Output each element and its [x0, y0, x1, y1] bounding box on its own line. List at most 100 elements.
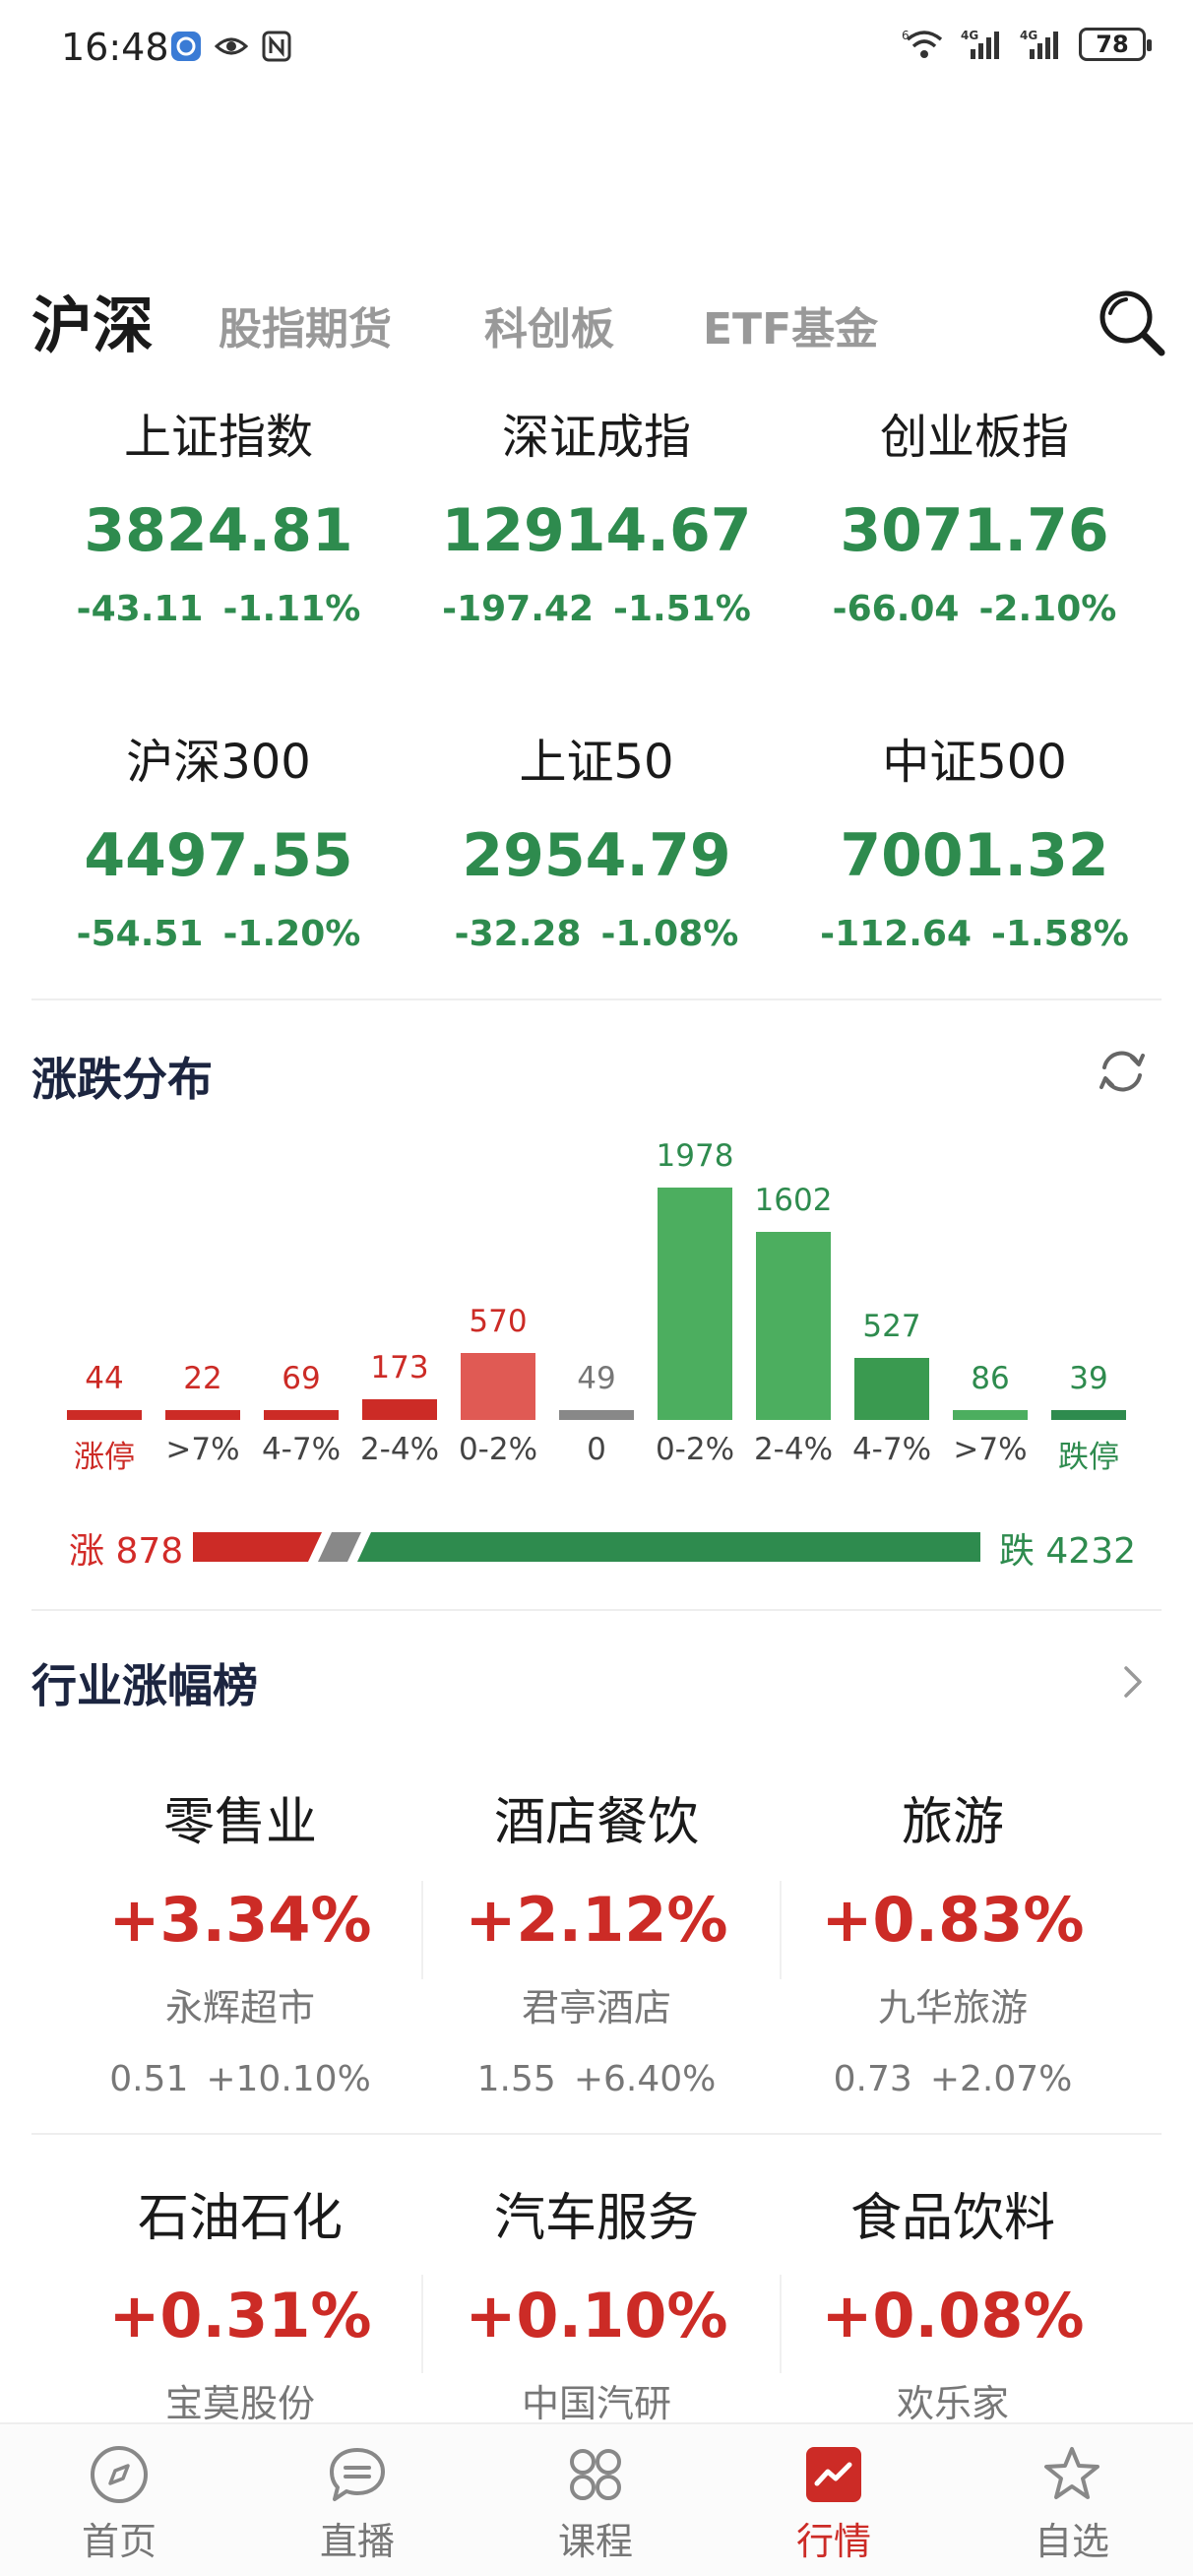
industry-name: 旅游	[901, 1793, 1004, 1852]
eye-icon	[215, 37, 248, 55]
ratio-bar-down	[357, 1532, 980, 1562]
search-icon[interactable]	[1095, 286, 1167, 358]
index-change-points: -197.42	[442, 589, 595, 629]
industry-card[interactable]: 石油石化 +0.31% 宝莫股份	[61, 2176, 419, 2427]
battery-level: 78	[1096, 31, 1129, 58]
industry-pct: +0.10%	[465, 2280, 728, 2351]
index-card[interactable]: 创业板指 3071.76 -66.04 -2.10%	[776, 398, 1173, 629]
distribution-bar-value: 1978	[656, 1138, 734, 1174]
divider	[31, 2133, 1162, 2135]
leading-stock: 宝莫股份	[164, 2382, 315, 2425]
distribution-category-label: 跌停	[1058, 1440, 1119, 1475]
industry-card[interactable]: 酒店餐饮 +2.12% 君亭酒店 1.55 +6.40%	[417, 1780, 776, 2099]
industry-pct: +0.31%	[108, 2280, 372, 2351]
nav-market[interactable]: 行情	[715, 2424, 953, 2576]
divider	[31, 1609, 1162, 1611]
index-change: -66.04 -2.10%	[776, 589, 1173, 629]
index-value: 12914.67	[441, 496, 752, 565]
refresh-icon[interactable]	[1095, 1044, 1150, 1099]
distribution-category-label: 2-4%	[359, 1432, 440, 1467]
ratio-bar-flat	[318, 1532, 361, 1562]
status-system-icons: 6 4G 4G 78	[902, 28, 1152, 61]
status-time: 16:48	[61, 26, 169, 69]
distribution-bar	[559, 1410, 634, 1420]
distribution-bar	[264, 1410, 339, 1420]
nav-label: 课程	[557, 2520, 633, 2563]
index-card[interactable]: 中证500 7001.32 -112.64 -1.58%	[776, 723, 1173, 954]
tab-index-futures[interactable]: 股指期货	[219, 304, 392, 354]
stock-pct: +2.07%	[929, 2059, 1073, 2099]
index-name: 中证500	[882, 735, 1067, 790]
nav-watchlist[interactable]: 自选	[953, 2424, 1191, 2576]
distribution-bar-group: 1978 0-2%	[646, 1138, 744, 1497]
index-change-pct: -1.11%	[222, 589, 361, 629]
distribution-category-label: >7%	[165, 1432, 240, 1467]
distribution-bar	[1051, 1410, 1126, 1420]
industry-card[interactable]: 汽车服务 +0.10% 中国汽研	[417, 2176, 776, 2427]
index-change: -112.64 -1.58%	[776, 914, 1173, 954]
wifi-badge: 6	[902, 29, 910, 42]
down-count-label: 跌 4232	[998, 1531, 1136, 1572]
distribution-bar-value: 69	[282, 1361, 321, 1396]
column-separator	[421, 2275, 423, 2373]
index-change-pct: -1.58%	[991, 914, 1129, 954]
distribution-bar	[362, 1399, 437, 1420]
index-card[interactable]: 深证成指 12914.67 -197.42 -1.51%	[398, 398, 795, 629]
compass-icon	[91, 2446, 148, 2503]
index-value: 4497.55	[84, 821, 353, 890]
nav-courses[interactable]: 课程	[476, 2424, 715, 2576]
up-count-label: 涨 878	[69, 1531, 184, 1572]
tab-hushen[interactable]: 沪深	[31, 290, 155, 361]
distribution-bar-value: 1602	[754, 1183, 833, 1218]
index-name: 创业板指	[879, 410, 1069, 465]
distribution-bar-value: 86	[971, 1361, 1010, 1396]
industry-card[interactable]: 旅游 +0.83% 九华旅游 0.73 +2.07%	[774, 1780, 1132, 2099]
distribution-category-label: 0-2%	[655, 1432, 735, 1467]
distribution-category-label: 4-7%	[851, 1432, 932, 1467]
leading-stock-quote: 1.55 +6.40%	[417, 2059, 776, 2099]
index-change: -43.11 -1.11%	[20, 589, 417, 629]
stock-price: 1.55	[476, 2059, 556, 2099]
index-card[interactable]: 上证指数 3824.81 -43.11 -1.11%	[20, 398, 417, 629]
nfc-icon	[262, 31, 291, 62]
industry-card[interactable]: 零售业 +3.34% 永辉超市 0.51 +10.10%	[61, 1780, 419, 2099]
leading-stock-quote: 0.51 +10.10%	[61, 2059, 419, 2099]
nav-home[interactable]: 首页	[0, 2424, 238, 2576]
status-bar: 16:48 6 4G 4G 78	[0, 0, 1193, 98]
distribution-title: 涨跌分布	[31, 1053, 213, 1106]
distribution-category-label: 0	[587, 1432, 606, 1467]
star-icon	[1044, 2447, 1099, 2499]
distribution-bar-value: 570	[469, 1304, 528, 1339]
nav-label: 首页	[81, 2520, 157, 2563]
index-change-points: -66.04	[832, 589, 960, 629]
leading-stock: 永辉超市	[164, 1986, 315, 2029]
index-change-points: -43.11	[76, 589, 204, 629]
nav-live[interactable]: 直播	[238, 2424, 476, 2576]
index-value: 2954.79	[462, 821, 731, 890]
distribution-bar	[67, 1410, 142, 1420]
index-change-points: -112.64	[820, 914, 973, 954]
industry-pct: +0.08%	[821, 2280, 1085, 2351]
leading-stock-quote: 0.73 +2.07%	[774, 2059, 1132, 2099]
distribution-category-label: >7%	[953, 1432, 1028, 1467]
distribution-bar-value: 527	[862, 1309, 921, 1344]
stock-price: 0.73	[833, 2059, 912, 2099]
distribution-bar-value: 39	[1069, 1361, 1108, 1396]
index-card[interactable]: 上证50 2954.79 -32.28 -1.08%	[398, 723, 795, 954]
distribution-bar-group: 69 4-7%	[252, 1142, 350, 1497]
distribution-bar-group: 1602 2-4%	[744, 1142, 843, 1497]
divider	[31, 998, 1162, 1000]
industry-card[interactable]: 食品饮料 +0.08% 欢乐家	[774, 2176, 1132, 2427]
industry-title[interactable]: 行业涨幅榜	[31, 1659, 258, 1712]
index-value: 3071.76	[840, 496, 1109, 565]
distribution-bar	[756, 1232, 831, 1420]
index-card[interactable]: 沪深300 4497.55 -54.51 -1.20%	[20, 723, 417, 954]
leading-stock: 君亭酒店	[521, 1986, 671, 2029]
column-separator	[780, 1881, 782, 1979]
tab-star-market[interactable]: 科创板	[484, 304, 614, 354]
chevron-right-icon[interactable]	[1118, 1662, 1148, 1702]
distribution-bar-group: 22 >7%	[154, 1142, 252, 1497]
distribution-bar	[165, 1410, 240, 1420]
ratio-bar-up	[193, 1532, 322, 1562]
tab-etf-funds[interactable]: ETF基金	[703, 304, 879, 354]
